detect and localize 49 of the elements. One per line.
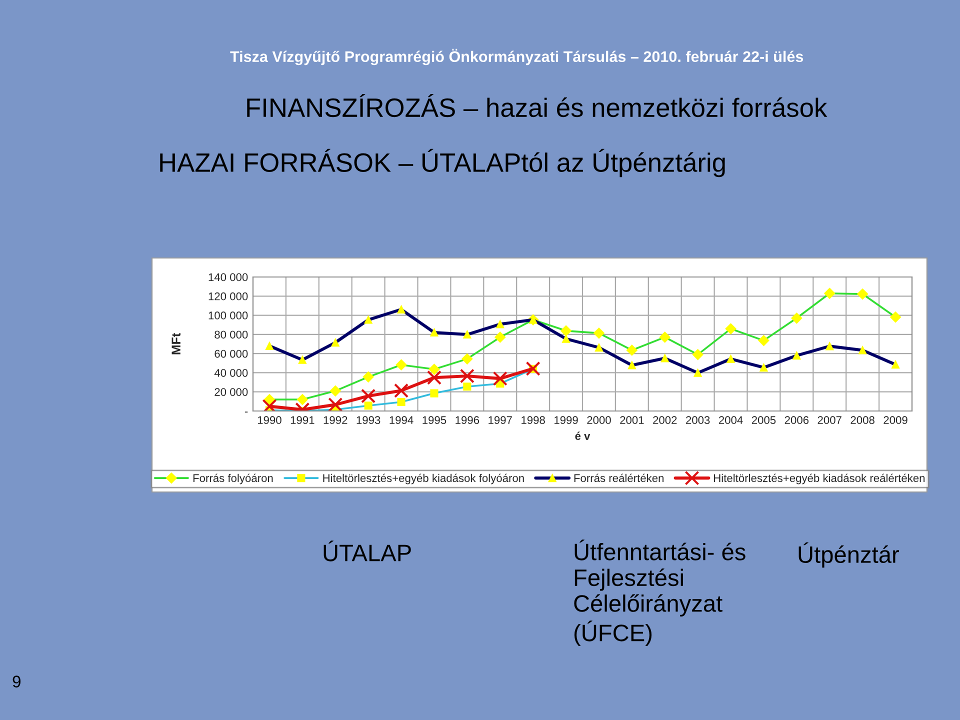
x-tick-label: 2007 <box>818 416 842 424</box>
x-tick-label: 2005 <box>752 416 776 424</box>
point <box>328 397 343 411</box>
x-tick-label: 1996 <box>456 416 480 424</box>
x-tick-label: 1993 <box>356 416 380 424</box>
x-axis-title: é v <box>575 432 590 440</box>
x-tick-label: 1991 <box>290 416 314 424</box>
point <box>426 370 442 385</box>
point <box>526 361 540 376</box>
y-tick-label: 40 000 <box>214 368 248 377</box>
text: ÚTALAP <box>324 540 411 562</box>
x-tick-label: 2008 <box>850 416 874 424</box>
y-tick-label: 120 000 <box>208 292 248 300</box>
x-tick-label: 1998 <box>522 416 545 424</box>
legend-label: Forrás reálértéken <box>574 474 664 482</box>
y-axis-title: MFt <box>172 333 180 354</box>
legend-label: Hiteltörlesztés+egyéb kiadások reálértéken <box>714 474 925 484</box>
legend-label: Forrás folyóáron <box>193 474 273 484</box>
x-tick-label: 1992 <box>324 416 348 424</box>
point <box>262 399 277 411</box>
point <box>361 388 376 404</box>
y-tick-label: 20 000 <box>214 388 248 396</box>
chart-subtitle: HAZAI FORRÁSOK – ÚTALAPtól az Útpénztárig <box>160 148 725 178</box>
legend-label: Hiteltörlesztés+egyéb kiadások folyóáron <box>323 474 524 484</box>
text: Útfenntartási- és Fejlesztési Célelőirányzat (ÚFCE) <box>574 540 746 646</box>
y-tick-label: - <box>244 412 248 413</box>
x-tick-label: 1999 <box>554 416 578 424</box>
text: 9 <box>12 676 20 688</box>
x-tick-label: 1994 <box>390 416 414 424</box>
point <box>492 371 508 386</box>
x-tick-label: 2006 <box>784 416 809 424</box>
text: Tisza Vízgyűjtő Programrégió Önkormányzati Társulás – 2010. február 22-i ülés <box>230 48 804 66</box>
x-tick-label: 1997 <box>488 416 512 424</box>
x-tick-label: 2001 <box>620 416 644 424</box>
x-tick-label: 2002 <box>653 416 677 424</box>
y-tick-label: 80 000 <box>214 330 248 339</box>
text: Útpénztár <box>798 542 899 568</box>
chart-title: FINANSZÍROZÁS – hazai és nemzetközi források <box>247 94 828 118</box>
y-tick-label: 140 000 <box>208 273 248 282</box>
point <box>460 368 474 384</box>
x-tick-label: 1995 <box>422 416 446 424</box>
x-tick-label: 2004 <box>718 416 743 424</box>
y-tick-label: 100 000 <box>208 312 248 320</box>
x-tick-label: 1990 <box>258 416 282 424</box>
y-tick-label: 60 000 <box>214 350 248 358</box>
x-tick-label: 2000 <box>587 416 611 424</box>
x-tick-label: 2003 <box>686 416 710 424</box>
point <box>394 383 409 398</box>
x-tick-label: 2009 <box>884 416 908 424</box>
